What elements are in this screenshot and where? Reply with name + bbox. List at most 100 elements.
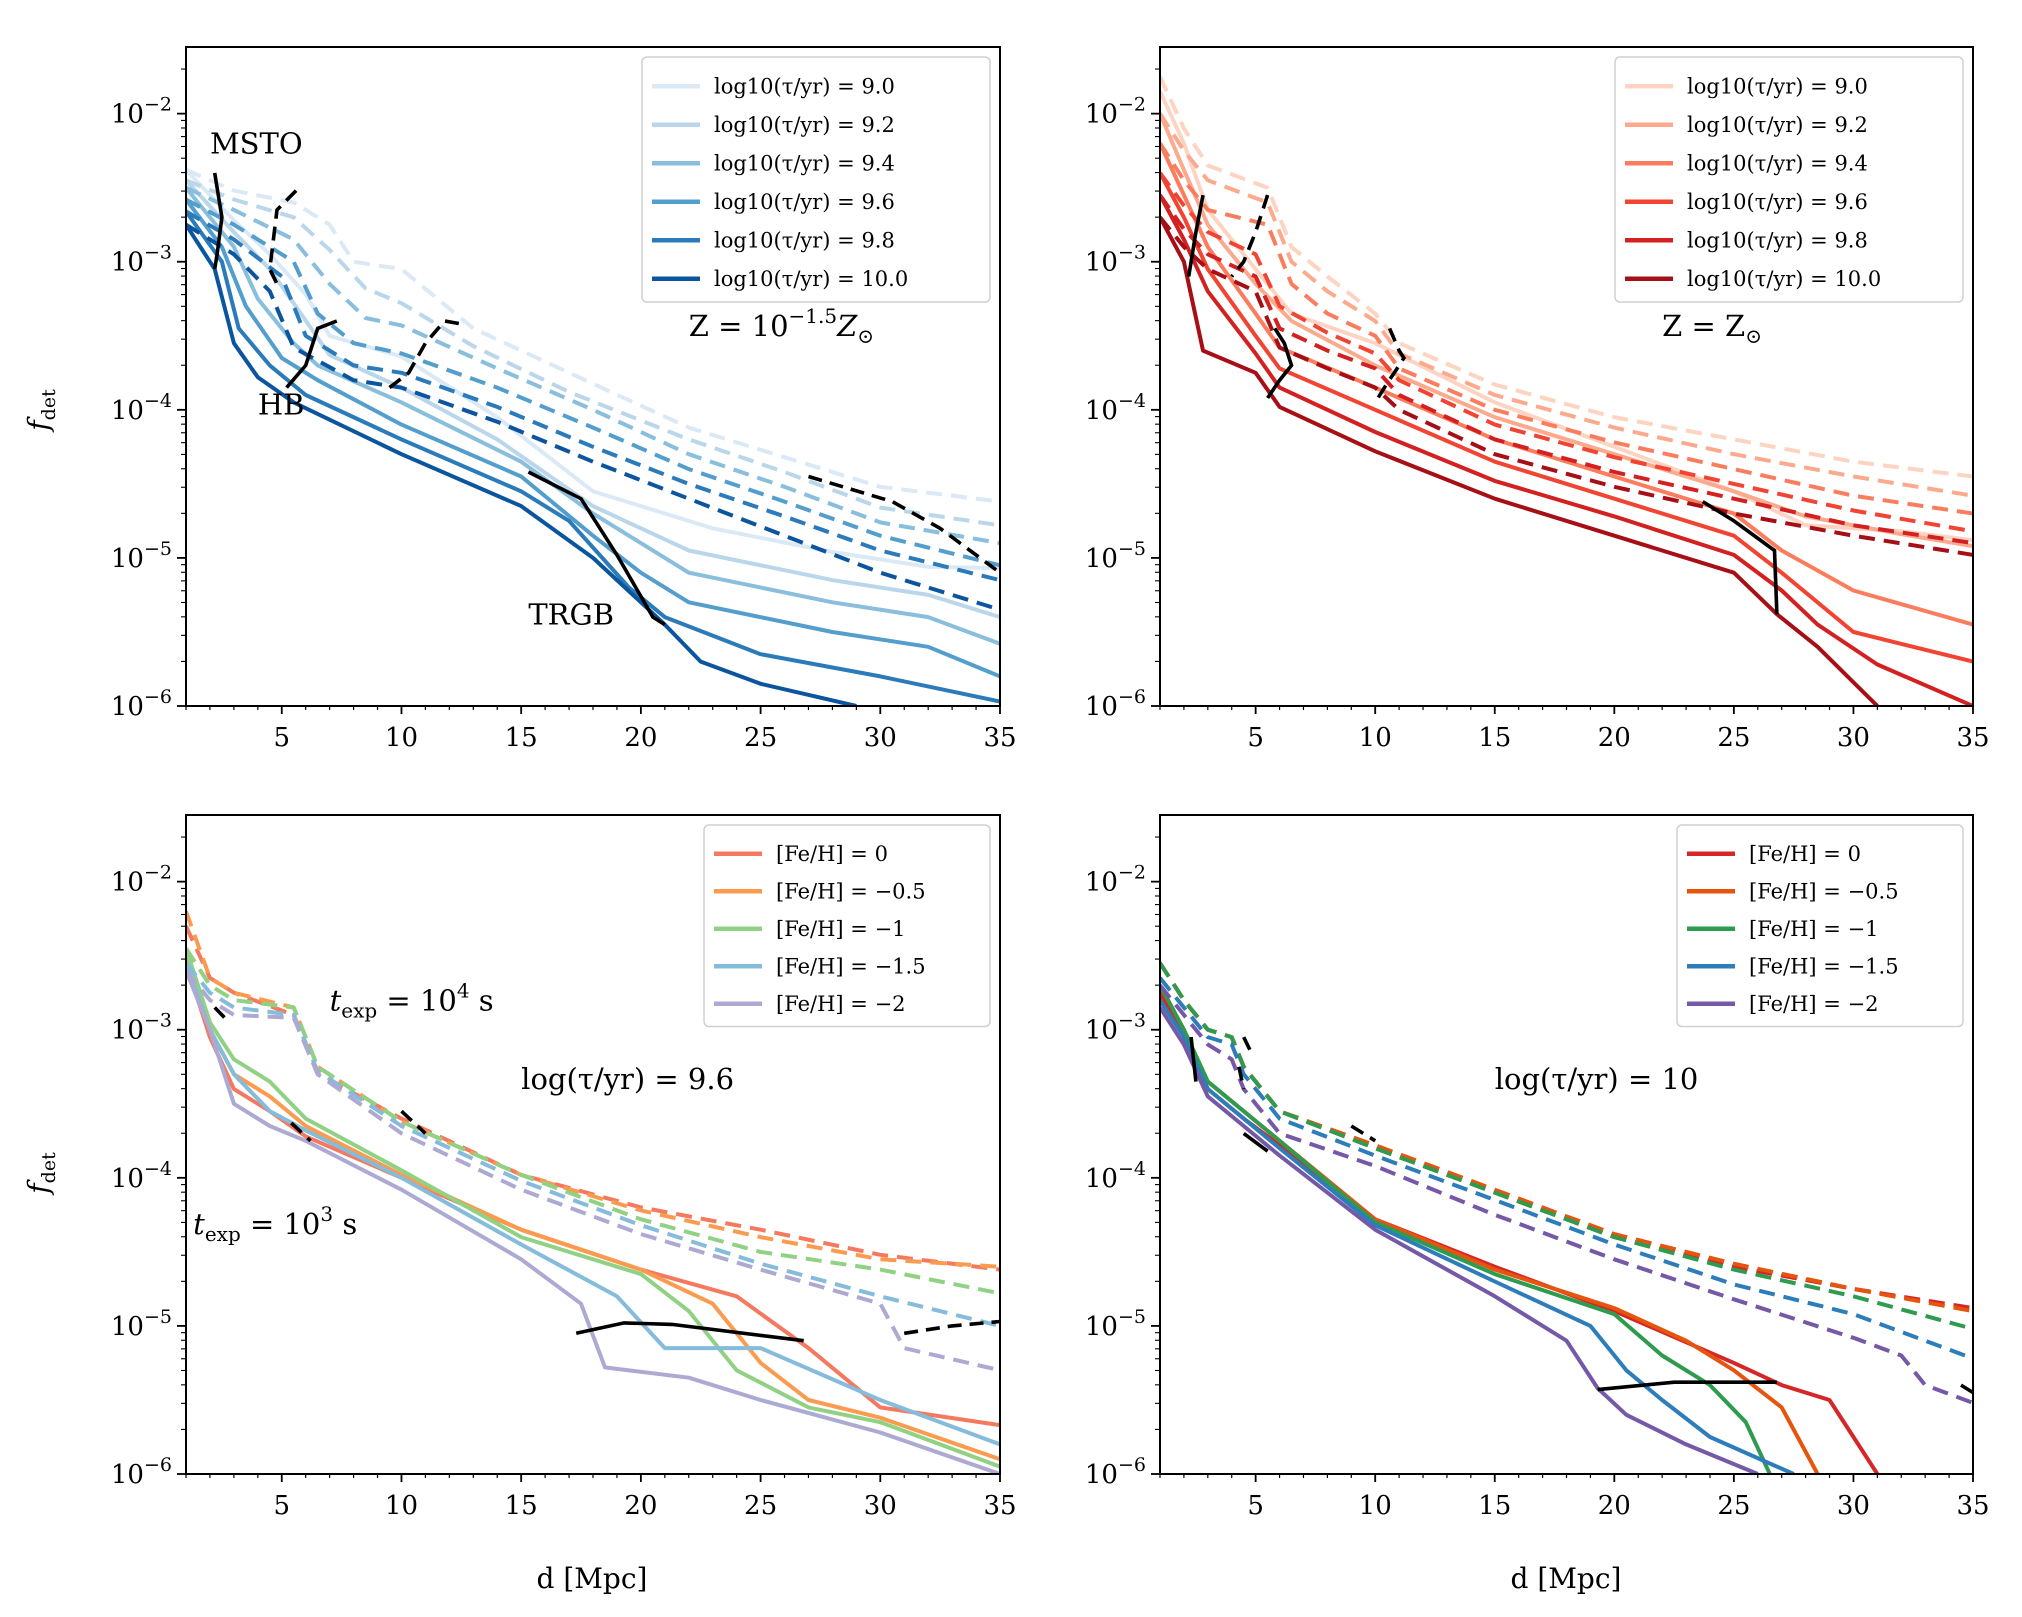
x-tick-label: 5 (1247, 723, 1264, 753)
x-tick-label: 15 (505, 1491, 538, 1521)
series-1-solid-line (1160, 112, 1973, 549)
phase-marker-solid-1 (285, 319, 338, 389)
x-tick-label: 20 (1598, 723, 1631, 753)
series-3-dashed-line (1160, 171, 1973, 534)
series-2-solid-line (186, 186, 1000, 646)
legend-label: [Fe/H] = 0 (1749, 842, 1861, 866)
annotation: log(τ/yr) = 9.6 (521, 1062, 734, 1096)
series-2-solid-line (1160, 984, 1772, 1474)
y-tick-label: 10−4 (1085, 390, 1146, 426)
phase-marker-dashed-2 (807, 474, 1000, 575)
series-4-dashed-line (186, 209, 1000, 583)
series-1-dashed-line (186, 910, 1000, 1269)
y-tick-label: 10−3 (111, 242, 172, 278)
legend-label: log10(τ/yr) = 10.0 (1687, 267, 1881, 291)
series-3-dashed-line (186, 961, 1000, 1328)
legend-box (641, 56, 991, 303)
legend-label: log10(τ/yr) = 9.0 (1687, 74, 1868, 98)
panel-bottom-right: 5 10 15 20 25 30 35 10−2 10−3 10−4 10−5 10−6 log(τ/y… (1085, 814, 1990, 1521)
series-1-solid-line (186, 178, 1000, 620)
legend-label: [Fe/H] = −1 (776, 917, 906, 941)
legend-label: log10(τ/yr) = 9.4 (1687, 151, 1868, 175)
phase-marker-solid-0 (1186, 194, 1205, 277)
legend-label: [Fe/H] = −1 (1749, 917, 1879, 941)
x-tick-label: 35 (983, 1491, 1016, 1521)
x-tick-label: 30 (1837, 1491, 1870, 1521)
series-3-solid-line (1160, 171, 1973, 664)
x-tick-label: 25 (744, 1491, 777, 1521)
series-4-dashed-line (1160, 984, 1973, 1405)
series-2-solid-line (1160, 142, 1973, 627)
legend-label: [Fe/H] = −0.5 (776, 879, 926, 903)
phase-marker-solid-0 (212, 172, 224, 270)
x-tick-label: 30 (1837, 723, 1870, 753)
legend-label: log10(τ/yr) = 9.4 (714, 151, 895, 175)
y-tick-label: 10−3 (111, 1010, 172, 1046)
y-tick-label: 10−5 (111, 538, 172, 574)
x-tick-label: 5 (273, 1491, 290, 1521)
legend-label: log10(τ/yr) = 9.6 (714, 190, 895, 214)
legend-label: log10(τ/yr) = 9.0 (714, 74, 895, 98)
series-3-solid-line (186, 962, 1000, 1447)
panel-top-right: 5 10 15 20 25 30 35 10−2 10−3 10−4 10−5 10−6 Z = Z⊙ l… (1085, 46, 1990, 753)
x-axis-label-right: d [Mpc] (1511, 1562, 1622, 1595)
x-tick-label: 20 (624, 1491, 657, 1521)
y-tick-label: 10−2 (1085, 862, 1146, 898)
phase-marker-solid-2 (527, 470, 666, 627)
legend-label: log10(τ/yr) = 9.2 (714, 113, 895, 137)
x-tick-label: 35 (1956, 1491, 1989, 1521)
y-tick-label: 10−6 (1085, 1454, 1146, 1490)
panel-top-left: 5 10 15 20 25 30 35 10−2 10−3 10−4 10−5 10−6 MSTO HB T… (111, 46, 1017, 753)
x-tick-label: 15 (1478, 1491, 1511, 1521)
phase-marker-dashed-1 (1373, 327, 1407, 404)
phase-marker-dashed-3 (1960, 1383, 1973, 1395)
phase-marker-solid-1 (1266, 327, 1294, 400)
legend-label: [Fe/H] = −1.5 (776, 954, 926, 978)
annotation: Z = Z⊙ (1662, 309, 1762, 348)
phase-marker-dashed-0 (213, 1006, 231, 1024)
y-tick-label: 10−4 (1085, 1158, 1146, 1194)
phase-marker-dashed-0 (1230, 194, 1270, 278)
y-tick-label: 10−5 (1085, 538, 1146, 574)
series-3-dashed-line (1160, 976, 1973, 1361)
series-2-dashed-line (1160, 962, 1973, 1331)
y-tick-label: 10−2 (1085, 94, 1146, 130)
annotation: log(τ/yr) = 10 (1495, 1062, 1699, 1096)
series-5-solid-line (186, 223, 857, 706)
annotation: texp = 104 s (330, 978, 494, 1022)
y-axis-label-top: fdet (22, 389, 60, 433)
y-tick-label: 10−4 (111, 1158, 172, 1194)
legend-label: log10(τ/yr) = 10.0 (714, 267, 908, 291)
annotation: Z = 10−1.5Z⊙ (689, 304, 874, 348)
y-tick-label: 10−5 (1085, 1306, 1146, 1342)
series-3-dashed-line (186, 197, 1000, 568)
phase-marker-dashed-0 (267, 189, 298, 285)
legend-label: [Fe/H] = −1.5 (1749, 954, 1899, 978)
legend-label: log10(τ/yr) = 9.8 (714, 228, 895, 252)
x-tick-label: 15 (1478, 723, 1511, 753)
legend-label: [Fe/H] = −2 (1749, 992, 1879, 1016)
y-tick-label: 10−6 (111, 1454, 172, 1490)
series-3-solid-line (1160, 999, 1795, 1474)
series-4-solid-line (1160, 1006, 1759, 1474)
y-tick-label: 10−3 (1085, 242, 1146, 278)
series-4-dashed-line (1160, 193, 1973, 546)
y-tick-label: 10−6 (1085, 686, 1146, 722)
series-1-dashed-line (186, 178, 1000, 528)
y-tick-label: 10−4 (111, 390, 172, 426)
phase-marker-dashed-0 (1242, 1036, 1253, 1053)
series-5-solid-line (1160, 216, 1879, 706)
legend-label: log10(τ/yr) = 9.6 (1687, 190, 1868, 214)
x-axis-label-left: d [Mpc] (537, 1562, 648, 1595)
y-tick-label: 10−3 (1085, 1010, 1146, 1046)
x-tick-label: 10 (1359, 1491, 1392, 1521)
plot-area (1160, 75, 1973, 706)
annotation: HB (258, 387, 305, 421)
annotation: MSTO (210, 127, 303, 161)
series-2-dashed-line (186, 947, 1000, 1296)
annotation: texp = 103 s (193, 1202, 357, 1246)
plot-area (186, 168, 1000, 706)
x-tick-label: 35 (1956, 723, 1989, 753)
phase-marker-solid-0 (575, 1321, 804, 1343)
